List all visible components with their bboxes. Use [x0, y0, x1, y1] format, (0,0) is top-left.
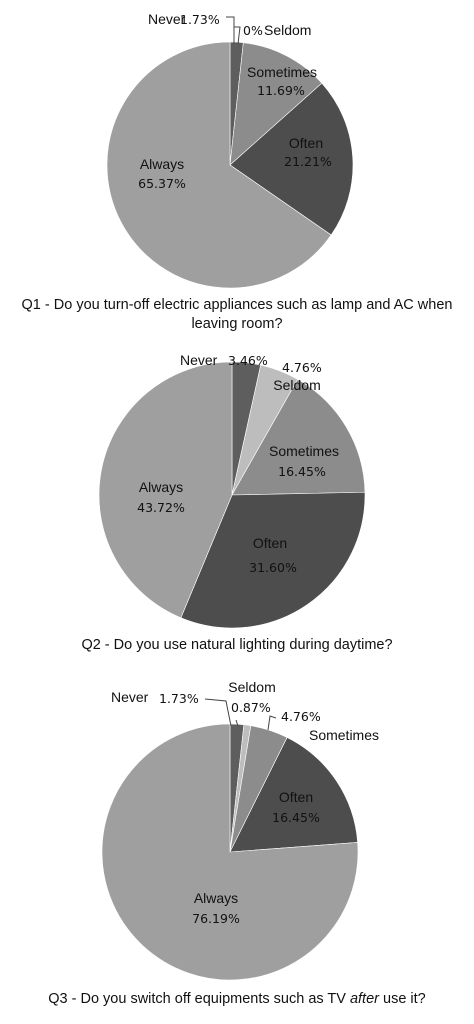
data-label-sometimes: 4.76% [281, 709, 321, 724]
chart-title-q3-part1: Q3 - Do you switch off equipments such a… [48, 991, 350, 1007]
data-label-seldom: 0% [243, 23, 263, 38]
data-label-often: 21.21% [284, 154, 332, 169]
slice-label-often: Often [279, 789, 313, 805]
data-label-never: 1.73% [180, 12, 220, 27]
slice-label-sometimes: Sometimes [269, 443, 339, 459]
pie-labels: Never 1.73% Seldom 0.87% Sometimes 4.76% Often… [111, 679, 379, 926]
leader-line-never [204, 698, 232, 727]
pie-slice-often [229, 82, 354, 236]
pie-chart-q2: Never 3.46% Seldom 4.76% Sometimes 16.45% Ofte… [98, 352, 366, 629]
pie-slices [106, 41, 354, 289]
pie-slice-always [101, 723, 359, 981]
data-label-never: 1.73% [159, 691, 199, 706]
slice-label-never: Never [148, 11, 186, 27]
chart-q1: Never 1.73% Seldom 0% Sometimes 11.69% Often 21… [0, 0, 474, 340]
slice-label-seldom: Seldom [228, 679, 275, 695]
pie-slice-always [98, 361, 233, 619]
leader-line-sometimes [267, 715, 277, 731]
slice-label-never: Never [111, 689, 149, 705]
leader-line-seldom [234, 26, 241, 45]
chart-title-q3-part2: after [349, 991, 379, 1007]
data-label-sometimes: 16.45% [278, 464, 326, 479]
slice-label-seldom: Seldom [264, 22, 311, 38]
slice-label-often: Often [289, 135, 323, 151]
data-label-often: 31.60% [249, 560, 297, 575]
chart-q2: Never 3.46% Seldom 4.76% Sometimes 16.45% Ofte… [0, 340, 474, 670]
data-label-always: 76.19% [192, 911, 240, 926]
data-label-often: 16.45% [272, 810, 320, 825]
slice-label-seldom: Seldom [273, 377, 320, 393]
pie-slices [101, 723, 359, 981]
pie-slice-often [229, 737, 358, 853]
leader-line-seldom [235, 719, 239, 727]
chart-title-q1: Q1 - Do you turn-off electric appliances… [21, 297, 453, 332]
slice-label-always: Always [140, 156, 184, 172]
pie-labels: Never 3.46% Seldom 4.76% Sometimes 16.45% Ofte… [137, 352, 339, 575]
data-label-seldom: 4.76% [282, 360, 322, 375]
chart-q3: Never 1.73% Seldom 0.87% Sometimes 4.76% Often… [0, 670, 474, 1024]
data-label-seldom: 0.87% [231, 700, 271, 715]
pie-slice-sometimes [229, 42, 323, 166]
data-label-sometimes: 11.69% [257, 83, 305, 98]
data-label-never: 3.46% [228, 353, 268, 368]
chart-title-q2: Q2 - Do you use natural lighting during … [81, 637, 393, 653]
data-label-always: 43.72% [137, 500, 185, 515]
leader-line-never [226, 16, 235, 44]
slice-label-always: Always [194, 890, 238, 906]
chart-title-q3-part3: use it? [378, 991, 426, 1007]
slice-label-sometimes: Sometimes [309, 727, 379, 743]
slice-label-never: Never [180, 352, 218, 368]
pie-slice-always [106, 41, 332, 289]
pie-chart-q3: Never 1.73% Seldom 0.87% Sometimes 4.76% Often… [101, 679, 379, 981]
chart-title-q3: Q3 - Do you switch off equipments such a… [0, 990, 474, 1009]
pie-slices [98, 361, 366, 629]
slice-label-sometimes: Sometimes [247, 64, 317, 80]
slice-label-always: Always [139, 479, 183, 495]
pie-slice-sometimes [231, 378, 366, 496]
slice-label-often: Often [253, 535, 287, 551]
pie-slice-often [180, 491, 366, 629]
data-label-always: 65.37% [138, 176, 186, 191]
